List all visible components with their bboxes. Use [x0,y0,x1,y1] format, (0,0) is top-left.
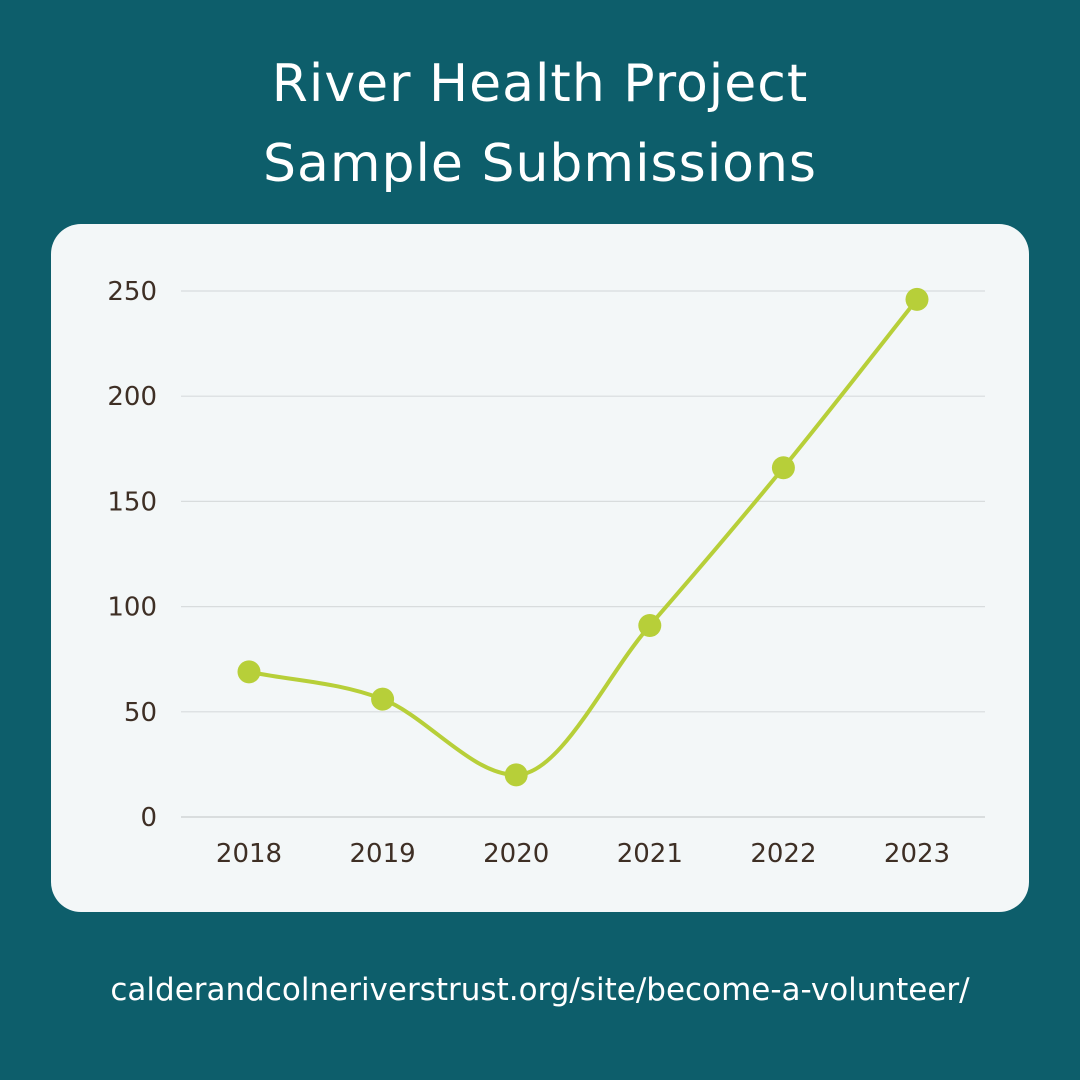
series-line [247,297,919,777]
x-axis-ticks: 2018 2019 2020 2021 2022 2023 [216,839,950,869]
line-chart: 0 50 100 150 200 250 2018 2019 2020 2021 2022 2023 [107,277,985,869]
x-tick-label: 2020 [483,839,549,869]
title-line-1: River Health Project [271,54,809,114]
volunteer-url[interactable]: calderandcolneriverstrust.org/site/becom… [110,972,970,1008]
title-line-2: Sample Submissions [262,134,818,194]
data-points [237,287,929,787]
x-tick-label: 2022 [750,839,816,869]
y-tick-label: 250 [107,277,157,307]
gridlines [181,290,985,818]
data-point [237,660,261,684]
chart-card: 0 50 100 150 200 250 2018 2019 2020 2021 2022 2023 [51,224,1029,912]
data-point [638,614,662,638]
y-tick-label: 200 [107,382,157,412]
x-tick-label: 2023 [884,839,950,869]
x-tick-label: 2021 [617,839,683,869]
chart-title: River Health Project Sample Submissions [0,44,1080,204]
y-tick-label: 150 [107,487,157,517]
data-point [504,763,528,787]
data-point [771,456,795,480]
y-axis-ticks: 0 50 100 150 200 250 [107,277,157,833]
data-point [371,687,395,711]
y-tick-label: 100 [107,593,157,623]
x-tick-label: 2019 [350,839,416,869]
data-point [905,287,929,311]
y-tick-label: 0 [140,803,157,833]
x-tick-label: 2018 [216,839,282,869]
y-tick-label: 50 [124,698,157,728]
